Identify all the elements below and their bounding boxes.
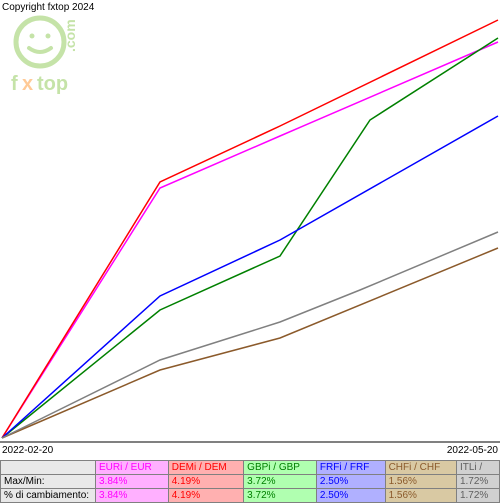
- table-header-cell: CHFi / CHF: [385, 461, 456, 475]
- table-cell: 4.19%: [168, 489, 243, 503]
- x-axis-end: 2022-05-20: [447, 445, 498, 456]
- series-line: [2, 248, 498, 438]
- series-line: [2, 116, 498, 438]
- table-header-cell: GBPi / GBP: [244, 461, 317, 475]
- table-cell: 1.56%: [385, 475, 456, 489]
- table-cell: 3.72%: [244, 489, 317, 503]
- table-cell: 3.72%: [244, 475, 317, 489]
- table-cell: 3.84%: [96, 489, 169, 503]
- table-row-label: % di cambiamento:: [1, 489, 96, 503]
- table-header-cell: DEMi / DEM: [168, 461, 243, 475]
- table-cell: 1.72%: [456, 475, 499, 489]
- table-cell: 2.50%: [316, 475, 385, 489]
- table-row-label: Max/Min:: [1, 475, 96, 489]
- series-line: [2, 232, 498, 438]
- x-axis-start: 2022-02-20: [2, 445, 53, 456]
- table-header-cell: FRFi / FRF: [316, 461, 385, 475]
- summary-table: EURi / EURDEMi / DEMGBPi / GBPFRFi / FRF…: [0, 460, 500, 503]
- table-header-cell: ITLi /: [456, 461, 499, 475]
- table-cell: 2.50%: [316, 489, 385, 503]
- table-cell: 1.56%: [385, 489, 456, 503]
- series-line: [2, 38, 498, 438]
- table-header-cell: EURi / EUR: [96, 461, 169, 475]
- table-cell: 3.84%: [96, 475, 169, 489]
- table-cell: 4.19%: [168, 475, 243, 489]
- table-corner: [1, 461, 96, 475]
- series-line: [2, 20, 498, 438]
- line-chart: [0, 0, 500, 445]
- table-cell: 1.72%: [456, 489, 499, 503]
